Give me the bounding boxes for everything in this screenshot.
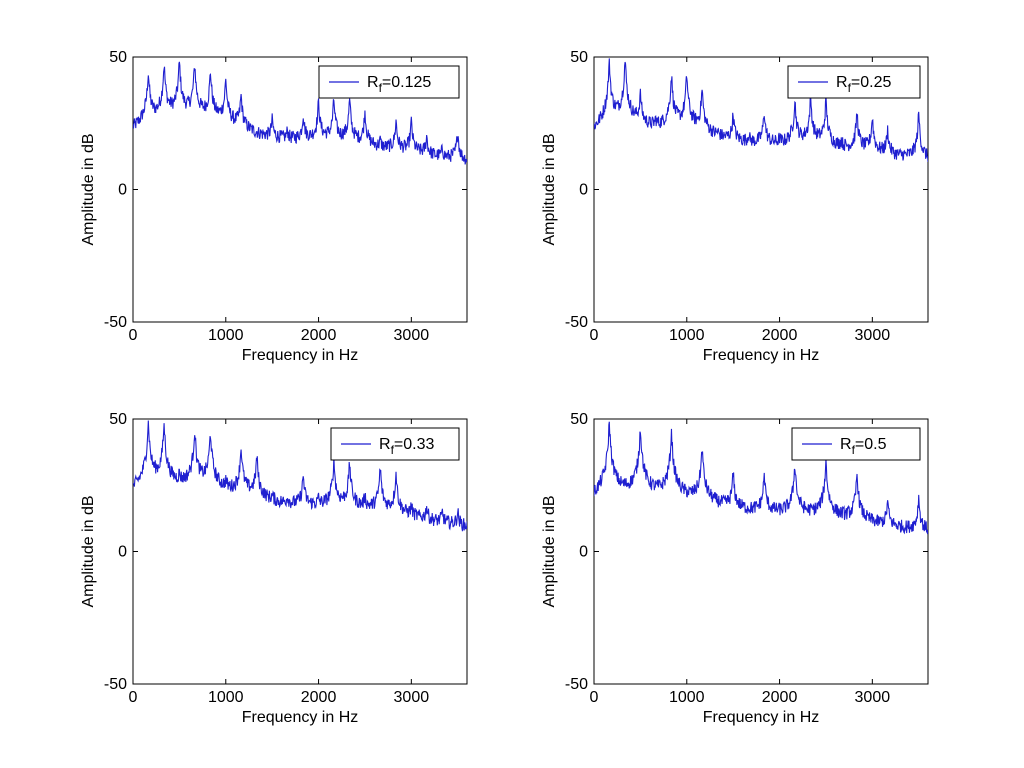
y-tick-label: 50	[109, 49, 127, 66]
x-tick-label: 0	[129, 689, 138, 706]
legend: Rf=0.125	[318, 65, 460, 99]
y-axis-label: Amplitude in dB	[80, 495, 97, 607]
y-axis-label: Amplitude in dB	[541, 495, 558, 607]
y-tick-label: -50	[565, 676, 588, 693]
x-tick-label: 2000	[301, 327, 337, 344]
y-tick-label: 0	[579, 544, 588, 561]
x-tick-label: 0	[129, 327, 138, 344]
y-axis-label: Amplitude in dB	[541, 133, 558, 245]
x-tick-label: 0	[590, 327, 599, 344]
legend: Rf=0.25	[787, 65, 921, 99]
x-tick-label: 2000	[762, 689, 798, 706]
x-tick-label: 0	[590, 689, 599, 706]
x-tick-label: 1000	[208, 327, 244, 344]
y-tick-label: 0	[118, 182, 127, 199]
series-line	[133, 61, 467, 165]
y-axis-label: Amplitude in dB	[80, 133, 97, 245]
plot-area	[132, 418, 468, 685]
x-tick-label: 3000	[855, 689, 891, 706]
x-tick-label: 1000	[208, 689, 244, 706]
y-tick-label: -50	[104, 314, 127, 331]
x-axis-label: Frequency in Hz	[242, 347, 359, 364]
legend-label: Rf=0.125	[367, 74, 431, 95]
y-tick-label: 50	[570, 411, 588, 428]
series-line	[594, 58, 928, 162]
y-tick-label: 0	[579, 182, 588, 199]
x-axis-label: Frequency in Hz	[703, 709, 820, 726]
legend: Rf=0.33	[330, 427, 460, 461]
plot-area	[593, 56, 929, 323]
plot-area	[132, 56, 468, 323]
plot-area	[593, 418, 929, 685]
x-tick-label: 1000	[669, 327, 705, 344]
y-tick-label: -50	[104, 676, 127, 693]
y-tick-label: 50	[109, 411, 127, 428]
series-line	[133, 420, 467, 532]
y-tick-label: 50	[570, 49, 588, 66]
x-tick-label: 2000	[301, 689, 337, 706]
series-line	[594, 421, 928, 535]
y-tick-label: -50	[565, 314, 588, 331]
x-axis-label: Frequency in Hz	[242, 709, 359, 726]
legend-label: Rf=0.33	[379, 436, 434, 457]
x-tick-label: 2000	[762, 327, 798, 344]
x-tick-label: 3000	[394, 689, 430, 706]
x-axis-label: Frequency in Hz	[703, 347, 820, 364]
x-tick-label: 3000	[394, 327, 430, 344]
legend: Rf=0.5	[791, 427, 921, 461]
legend-label: Rf=0.5	[840, 436, 887, 457]
y-tick-label: 0	[118, 544, 127, 561]
legend-label: Rf=0.25	[836, 74, 891, 95]
x-tick-label: 3000	[855, 327, 891, 344]
x-tick-label: 1000	[669, 689, 705, 706]
